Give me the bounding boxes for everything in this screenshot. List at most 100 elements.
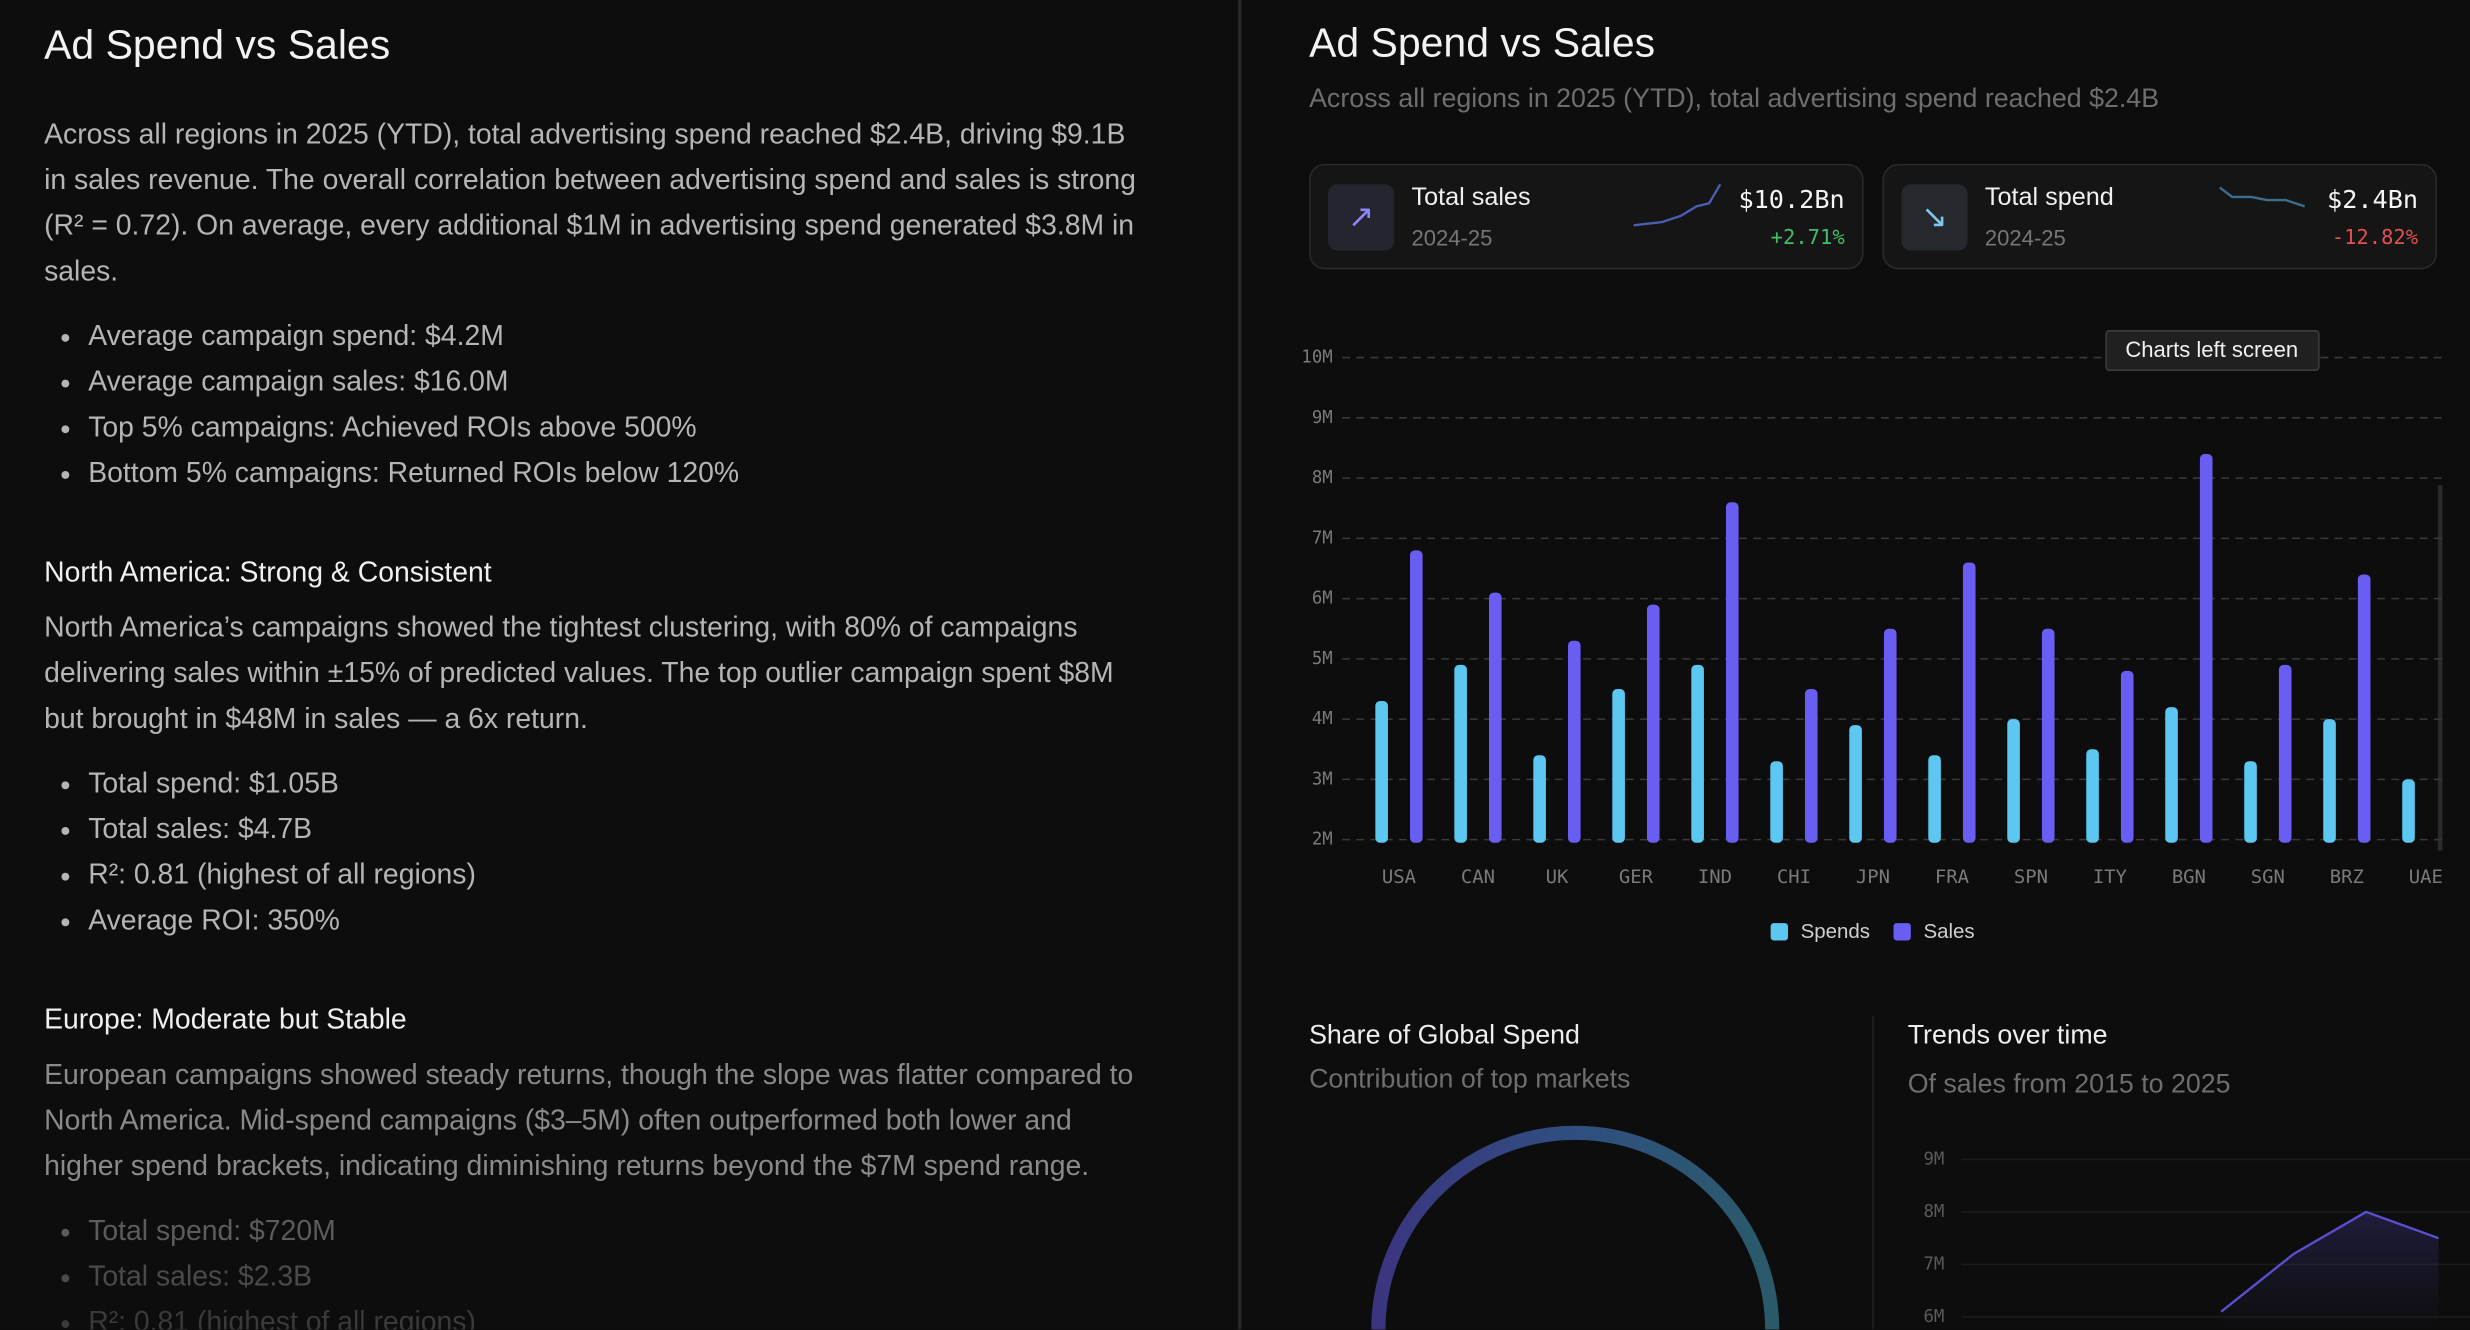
panel-subtitle: Of sales from 2015 to 2025	[1908, 1068, 2231, 1098]
bar	[2007, 719, 2020, 843]
bar	[1533, 755, 1546, 843]
bullet: Average ROI: 350%	[88, 898, 1154, 944]
x-tick-label: CHI	[1777, 866, 1811, 888]
y-tick-label: 9M	[1923, 1149, 1944, 1169]
x-tick-label: UK	[1546, 866, 1569, 888]
bar	[1567, 640, 1581, 843]
bullet: Total spend: $1.05B	[88, 761, 1154, 807]
bullets: Total spend: $720M Total sales: $2.3B R²…	[44, 1208, 1155, 1330]
tooltip-box	[2105, 330, 2320, 371]
kpi-change: +2.71%	[1770, 226, 1845, 251]
x-tick-label: ITY	[2093, 866, 2128, 888]
bullet: R²: 0.81 (highest of all regions)	[88, 1300, 1154, 1330]
kpi-value: $2.4Bn	[2327, 184, 2419, 215]
bar	[1646, 604, 1660, 843]
report-title: Ad Spend vs Sales	[44, 20, 391, 68]
bar	[2244, 761, 2257, 843]
bar	[1962, 562, 1976, 843]
divider	[1238, 0, 1242, 1330]
bar	[1725, 502, 1739, 843]
x-tick-label: USA	[1382, 866, 1417, 888]
bullet: R²: 0.81 (highest of all regions)	[88, 852, 1154, 898]
intro: Across all regions in 2025 (YTD), total …	[44, 118, 1136, 287]
y-tick-label: 5M	[1312, 649, 1333, 669]
section-heading: North America: Strong & Consistent	[44, 556, 492, 588]
y-tick-label: 7M	[1312, 528, 1333, 548]
bar	[2357, 574, 2371, 843]
y-tick-label: 6M	[1312, 589, 1333, 609]
bar	[1410, 550, 1423, 843]
legend-label: Spends	[1801, 920, 1870, 943]
bar	[2165, 707, 2178, 843]
y-tick-label: 10M	[1301, 348, 1332, 368]
x-tick-label: UAE	[2409, 866, 2443, 888]
y-tick-label: 2M	[1312, 830, 1333, 850]
bar	[2120, 670, 2134, 843]
bar	[1488, 592, 1502, 843]
bullets: Average campaign spend: $4.2M Average ca…	[44, 313, 1155, 496]
x-tick-label: JPN	[1856, 866, 1890, 888]
y-tick-label: 9M	[1312, 408, 1333, 428]
kpi-card[interactable]: ↗ Total sales 2024-25 $10.2Bn +2.71%	[1309, 163, 1864, 270]
bar	[2278, 664, 2292, 843]
bullet: Top 5% campaigns: Achieved ROIs above 50…	[88, 405, 1154, 451]
kpi-icon: ↘	[1901, 184, 1968, 251]
bar	[1883, 628, 1897, 843]
kpi-label: Total spend	[1984, 184, 2114, 212]
y-tick-label: 4M	[1312, 709, 1333, 729]
sparkline	[1633, 183, 1722, 227]
panel-subtitle: Contribution of top markets	[1309, 1064, 1630, 1094]
tooltip-text: Charts left screen	[2125, 337, 2298, 362]
y-tick-label: 8M	[1923, 1202, 1944, 1222]
bullets: Total spend: $1.05B Total sales: $4.7B R…	[44, 761, 1155, 944]
x-tick-label: SGN	[2251, 866, 2285, 888]
section-body: European campaigns showed steady returns…	[44, 1058, 1134, 1182]
bullet: Average campaign sales: $16.0M	[88, 359, 1154, 405]
bullet: Total sales: $2.3B	[88, 1254, 1154, 1300]
bar	[1804, 688, 1818, 843]
x-tick-label: CAN	[1461, 866, 1495, 888]
tooltip: Charts left screen	[2105, 330, 2320, 371]
sparkline	[2219, 186, 2306, 208]
kpi-value: $10.2Bn	[1738, 184, 1845, 215]
bullet: Bottom 5% campaigns: Returned ROIs below…	[88, 451, 1154, 497]
bullet: Total sales: $4.7B	[88, 807, 1154, 853]
kpi-period: 2024-25	[1984, 225, 2066, 251]
bar	[2041, 628, 2055, 843]
bar	[1691, 664, 1704, 843]
bar	[1454, 664, 1467, 843]
bar	[1849, 725, 1862, 843]
x-tick-label: BRZ	[2330, 866, 2364, 888]
section-body: North America’s campaigns showed the tig…	[44, 611, 1114, 735]
bullet: Total spend: $720M	[88, 1208, 1154, 1254]
x-tick-label: SPN	[2014, 866, 2048, 888]
kpi-change: -12.82%	[2331, 226, 2419, 251]
kpi-icon: ↗	[1327, 184, 1395, 251]
bar	[1375, 701, 1388, 843]
kpi-period: 2024-25	[1411, 225, 1493, 251]
legend-swatch	[1770, 923, 1788, 941]
panel-title: Trends over time	[1908, 1020, 2108, 1050]
y-tick-label: 3M	[1312, 769, 1333, 789]
bar	[2402, 779, 2415, 843]
donut-ring	[1371, 1125, 1780, 1330]
legend-swatch	[1893, 923, 1911, 941]
x-tick-label: BGN	[2172, 866, 2206, 888]
dashboard-title: Ad Spend vs Sales	[1309, 18, 1656, 67]
legend-label: Sales	[1923, 920, 1974, 943]
bullet: Average campaign spend: $4.2M	[88, 313, 1154, 359]
kpi-card[interactable]: ↘ Total spend 2024-25 $2.4Bn -12.82%	[1882, 163, 2437, 270]
bar	[2086, 749, 2099, 843]
panel-title: Share of Global Spend	[1309, 1020, 1580, 1050]
bar	[1928, 755, 1941, 843]
y-tick-label: 6M	[1923, 1307, 1944, 1327]
kpi-label: Total sales	[1411, 184, 1531, 212]
x-tick-label: FRA	[1935, 866, 1970, 888]
bar	[1612, 688, 1625, 843]
report: Ad Spend vs Sales Across all regions in …	[44, 0, 1155, 1330]
bar	[2199, 454, 2213, 843]
bar	[2323, 719, 2336, 843]
